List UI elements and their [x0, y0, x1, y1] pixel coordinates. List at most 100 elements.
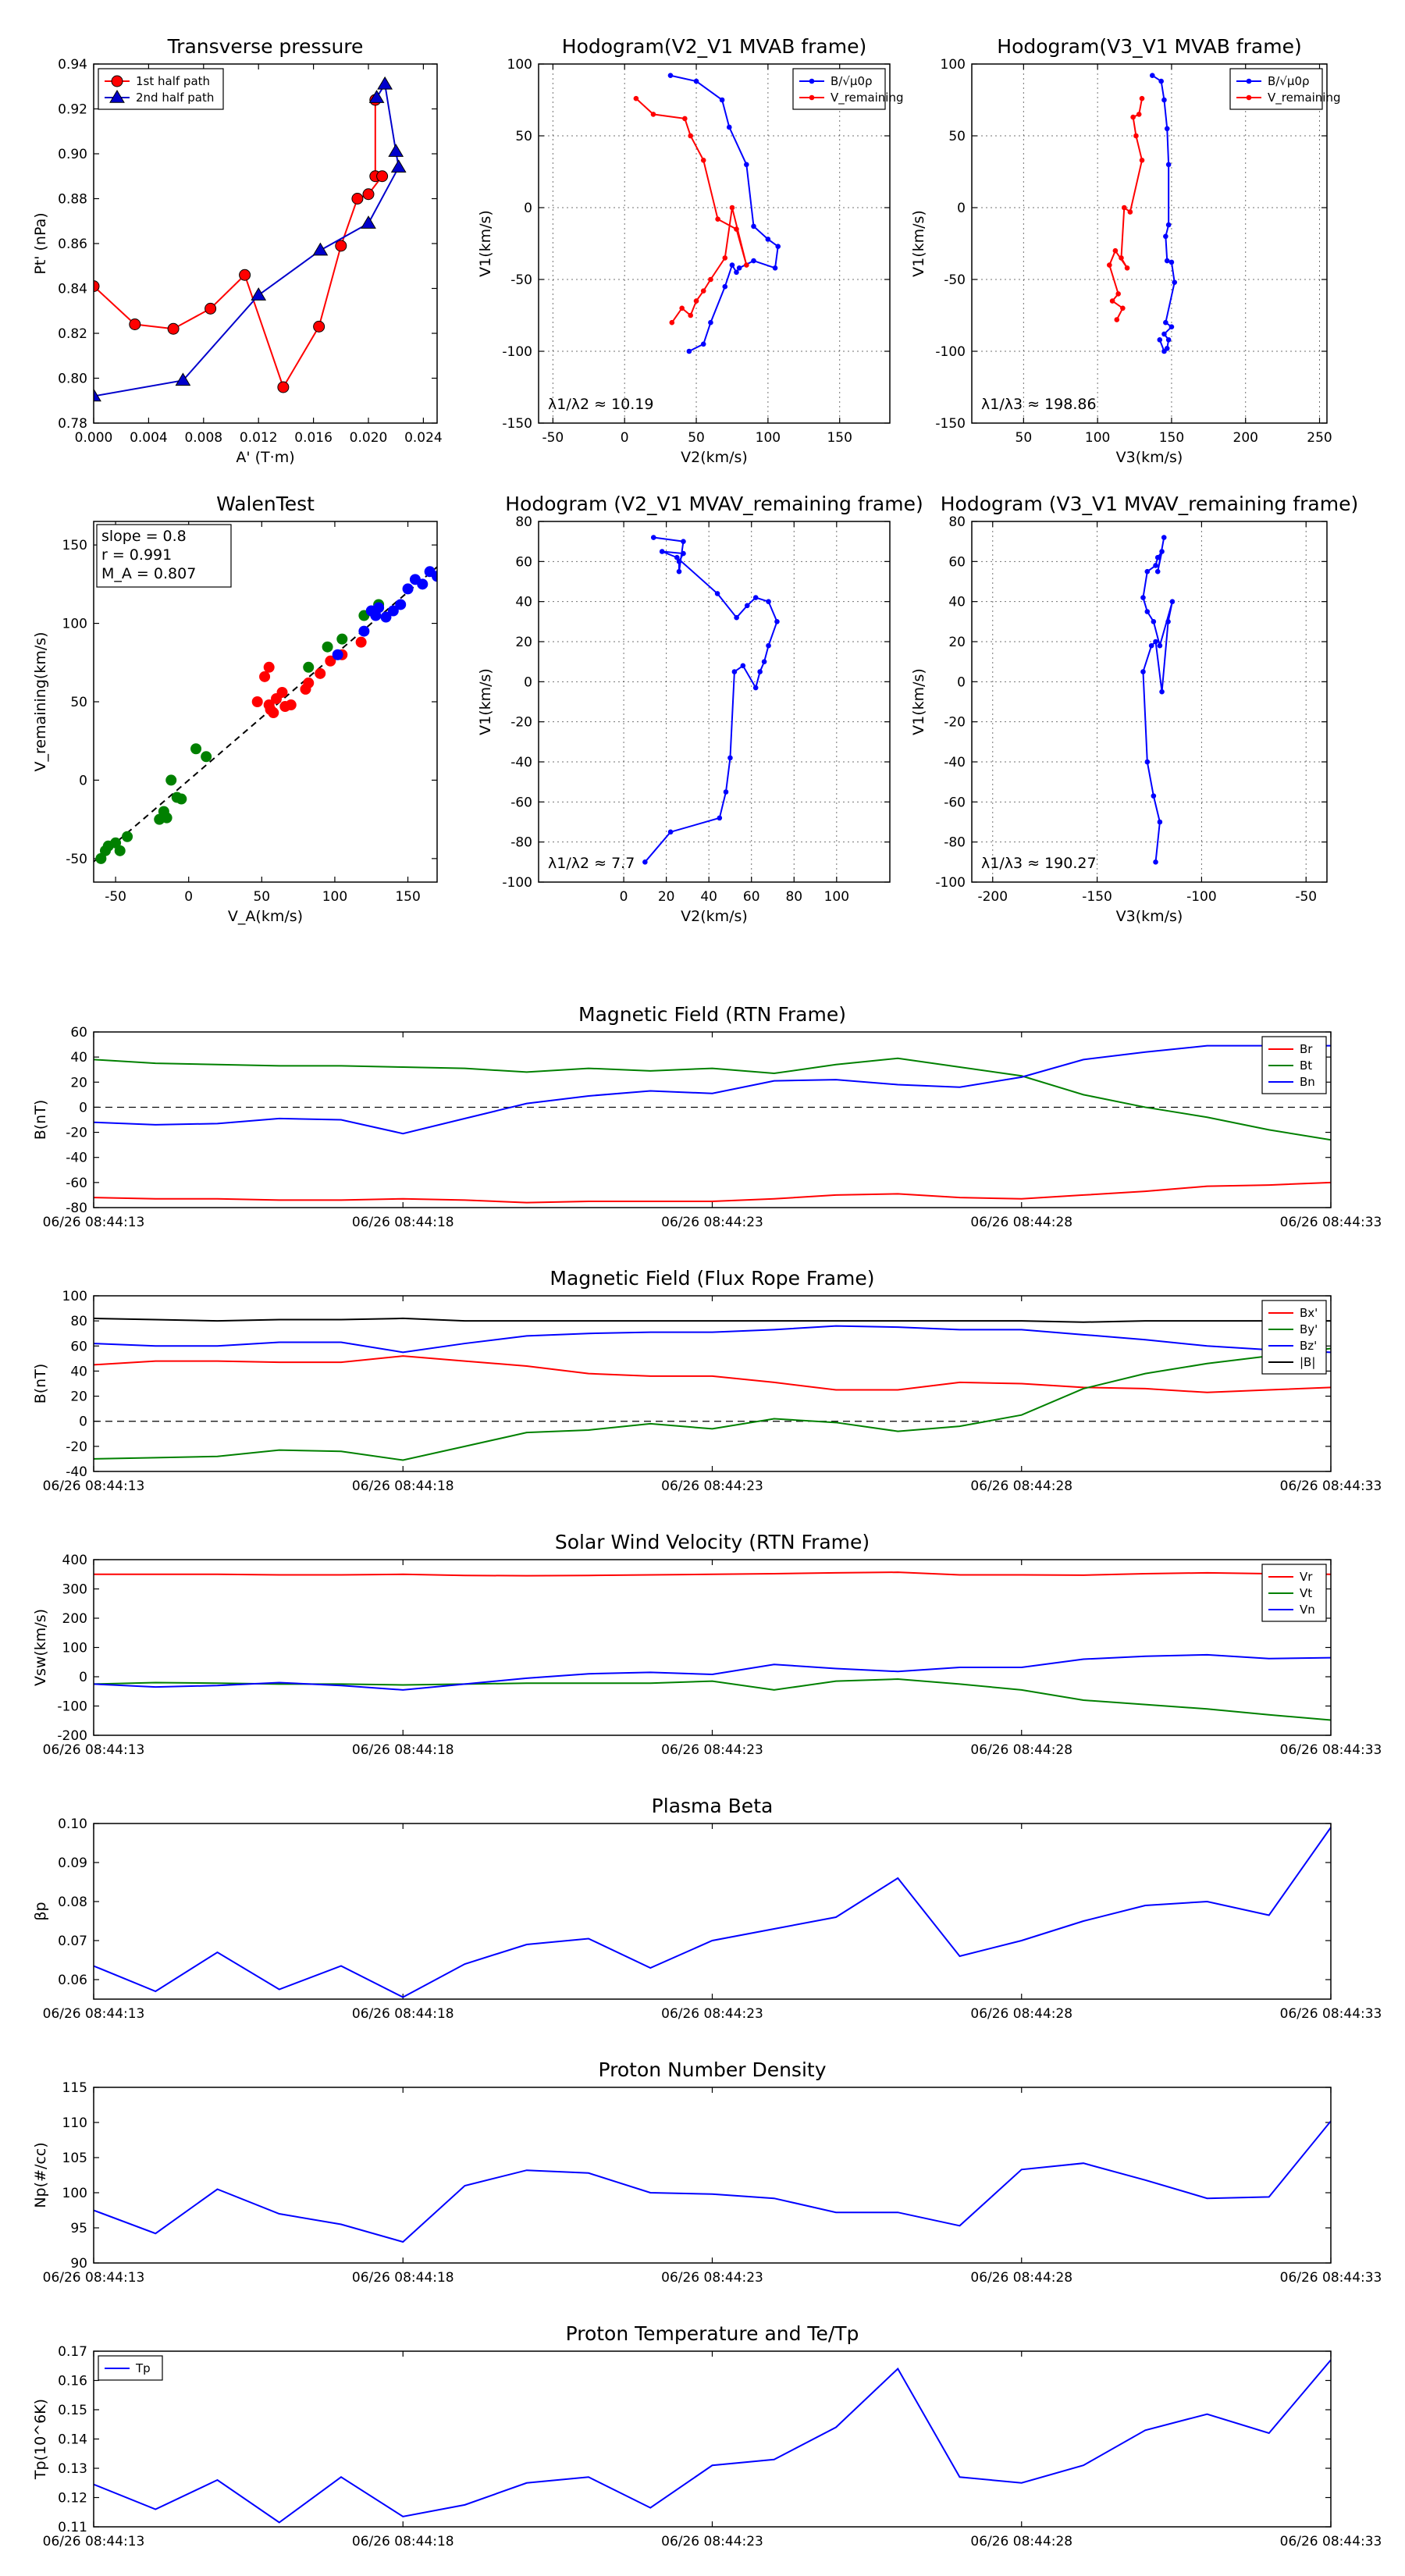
x-tick-label: 06/26 08:44:18	[352, 2534, 454, 2549]
x-tick-label: 0.000	[75, 430, 113, 446]
legend-label: V_remaining	[831, 91, 904, 105]
legend-label: B/√μ0ρ	[831, 74, 873, 88]
series-s1-point	[122, 831, 133, 842]
legend-marker	[111, 75, 123, 87]
stats-line: M_A = 0.807	[101, 565, 196, 582]
x-tick-label: 100	[756, 430, 781, 446]
series-s1-point	[1140, 595, 1146, 600]
series-s3-point	[373, 602, 385, 614]
chart-10-plasma-beta: 06/26 08:44:13 06/26 08:44:18 06/26 08:44:…	[32, 1795, 1382, 2022]
x-tick-label: 06/26 08:44:13	[43, 2534, 145, 2549]
y-tick-label: 95	[70, 2221, 87, 2236]
x-tick-label: 60	[743, 889, 760, 905]
x-tick-label: 06/26 08:44:13	[43, 1742, 145, 1758]
x-tick-label: 06/26 08:44:33	[1280, 2006, 1382, 2022]
y-tick-label: 0	[79, 1414, 87, 1430]
y-tick-label: 100	[507, 57, 532, 73]
y-tick-label: 200	[62, 1611, 87, 1627]
series-br-line	[94, 1181, 1331, 1204]
series-v-remaining-point	[633, 95, 639, 101]
series-1st-half-path-point	[351, 193, 364, 205]
x-tick-label: 40	[700, 889, 717, 905]
chart-title: Proton Number Density	[599, 2058, 827, 2081]
y-tick-label: 0.82	[58, 326, 87, 342]
y-tick-label: 100	[62, 1289, 87, 1304]
series-s3-point	[380, 611, 392, 623]
plot-frame	[93, 1559, 1332, 1736]
x-tick-label: -200	[977, 889, 1008, 905]
series-b-0-point	[1165, 336, 1172, 343]
data-layer	[1140, 535, 1176, 865]
y-tick-label: 80	[515, 514, 532, 530]
stats-line: slope = 0.8	[101, 528, 187, 545]
series-s1-point	[176, 793, 187, 805]
series-s1-point	[650, 535, 656, 540]
series-s2-point	[263, 661, 275, 673]
legend-label: Br	[1300, 1042, 1313, 1056]
x-tick-label: 0	[621, 430, 629, 446]
x-tick-label: 06/26 08:44:23	[661, 1215, 763, 1230]
chart-9-solar-wind-velocity-rtn-frame: 06/26 08:44:13 06/26 08:44:18 06/26 08:44:…	[32, 1531, 1382, 1758]
plot-frame	[93, 2087, 1332, 2264]
data-layer	[94, 1044, 1331, 1204]
y-tick-label: 0.15	[58, 2403, 87, 2418]
y-tick-label: -100	[502, 875, 532, 891]
legend: Br Bt Bn	[1261, 1036, 1327, 1094]
chart-5-hodogram-v2-v1-mvav-remaining-frame: 0 20 40 60 80 100-100-80-60-40-20020406080Hod…	[477, 493, 923, 925]
chart-title: Hodogram(V3_V1 MVAB frame)	[997, 35, 1301, 58]
y-tick-label: -20	[66, 1126, 87, 1141]
x-tick-label: 150	[1159, 430, 1184, 446]
series-s1-point	[766, 599, 771, 604]
series-s1-point	[744, 603, 750, 609]
chart-title: Magnetic Field (RTN Frame)	[578, 1003, 846, 1026]
series-v-remaining-point	[1127, 209, 1133, 215]
x-tick-label: 06/26 08:44:33	[1280, 2270, 1382, 2286]
legend: Bx' By' Bz' |B|	[1261, 1300, 1327, 1375]
series-v-remaining-point	[1136, 112, 1142, 117]
y-tick-label: 105	[62, 2151, 87, 2166]
chart-title: Plasma Beta	[652, 1795, 774, 1817]
series-2nd-half-path-point	[175, 372, 191, 386]
x-axis-label: V_A(km/s)	[228, 908, 303, 925]
series-1st-half-path-point	[205, 302, 217, 315]
x-tick-label: 06/26 08:44:13	[43, 1478, 145, 1494]
series-s1-point	[1159, 549, 1165, 554]
x-tick-label: 0.020	[350, 430, 388, 446]
x-tick-label: 06/26 08:44:33	[1280, 1742, 1382, 1758]
legend-box	[1229, 68, 1323, 110]
y-tick-label: 0.78	[58, 416, 87, 432]
series-s3-point	[332, 649, 343, 660]
series-v-remaining-point	[688, 133, 693, 139]
series-s1-point	[774, 619, 780, 624]
x-axis-label: A' (T·m)	[236, 449, 294, 466]
data-layer	[94, 566, 437, 864]
chart-title: Solar Wind Velocity (RTN Frame)	[555, 1531, 870, 1553]
series-1st-half-path-point	[239, 269, 251, 281]
x-tick-label: 0.024	[404, 430, 443, 446]
y-tick-label: 20	[70, 1075, 87, 1091]
y-tick-label: 0	[79, 1100, 87, 1115]
y-tick-label: -100	[57, 1699, 87, 1715]
y-tick-label: 110	[62, 2115, 87, 2131]
series-v-remaining-point	[734, 226, 739, 232]
y-tick-label: -40	[66, 1464, 87, 1480]
series-s1-point	[681, 539, 686, 544]
y-axis-label: V1(km/s)	[910, 210, 927, 277]
x-tick-label: 06/26 08:44:18	[352, 1742, 454, 1758]
plot-frame	[538, 63, 891, 424]
series-b-0-point	[734, 269, 739, 276]
y-tick-label: -50	[944, 272, 966, 288]
series-s2-point	[325, 655, 336, 667]
x-tick-label: 250	[1307, 430, 1332, 446]
data-layer	[94, 1571, 1331, 1721]
y-tick-label: 20	[948, 635, 966, 650]
series-v-remaining-point	[1120, 305, 1126, 311]
y-tick-label: -150	[935, 416, 966, 432]
y-tick-label: 100	[941, 57, 966, 73]
legend-label: By'	[1300, 1322, 1318, 1336]
series-vr-line	[94, 1571, 1331, 1577]
y-tick-label: 0.06	[58, 1973, 87, 1988]
series-s1-point	[336, 633, 348, 645]
series-s3-point	[358, 625, 370, 637]
legend-marker	[109, 90, 125, 103]
